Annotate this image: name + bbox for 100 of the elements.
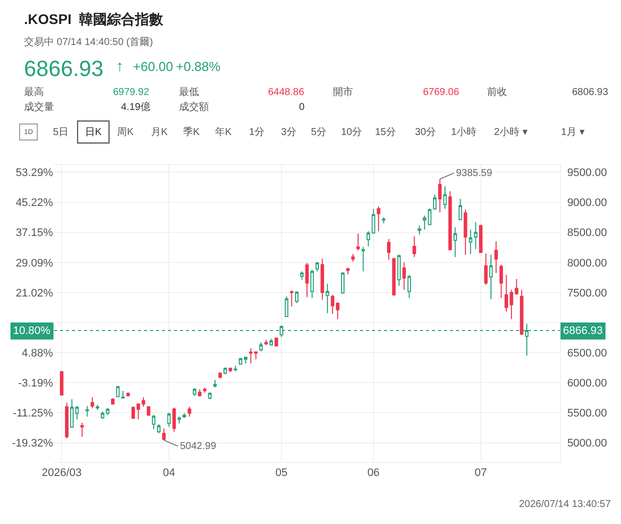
candlestick [172, 407, 176, 432]
x-tick-label: 04 [162, 467, 176, 480]
text: 6866.93 [24, 56, 104, 81]
candlestick [96, 404, 100, 410]
candlestick [305, 262, 309, 298]
candlestick [438, 178, 442, 213]
candlestick [320, 258, 324, 300]
candlestick [361, 246, 365, 272]
y-tick-label: 9500.00 [567, 167, 607, 180]
candlestick [356, 233, 360, 251]
candlestick [295, 290, 299, 304]
text: 2026/07/14 13:40:57 [519, 499, 612, 510]
candlestick [111, 398, 115, 405]
y-tick-label: 5000.00 [567, 438, 607, 450]
y-tick-label: 7500.00 [567, 287, 607, 300]
candlestick [264, 339, 268, 346]
candlestick [75, 405, 79, 420]
text: 成交量 [24, 101, 54, 113]
annotation: 5042.99 [180, 441, 217, 452]
candlestick [116, 385, 120, 398]
candlestick [121, 390, 125, 399]
y-tick-label: 8000.00 [567, 257, 607, 270]
x-tick-label: 2026/03 [42, 467, 82, 480]
candlestick [146, 406, 150, 417]
candlestick [489, 254, 493, 300]
candlestick [326, 283, 330, 314]
candlestick [453, 226, 457, 258]
candlestick [341, 272, 345, 294]
x-tick-label: 06 [367, 467, 380, 480]
text: ↑ [116, 58, 124, 75]
chart-title: .KOSPI 韓國綜合指數 [24, 11, 164, 27]
candlestick [310, 269, 314, 299]
candlestick [80, 422, 84, 438]
candlestick [346, 267, 350, 275]
text: 1分 [249, 126, 265, 138]
x-tick-label: 07 [474, 467, 487, 480]
candlestick [70, 398, 74, 428]
candlestick [418, 225, 422, 236]
candlestick [152, 414, 156, 430]
candlestick [443, 186, 447, 210]
text: 月K [151, 127, 168, 138]
text: 前收 [487, 86, 507, 98]
candlestick [208, 392, 212, 400]
candlestick [90, 396, 94, 409]
text: 2小時 ▾ [494, 126, 528, 138]
candlestick [284, 296, 288, 318]
candlestick [85, 405, 89, 418]
text: 3分 [281, 126, 297, 138]
candlestick [65, 402, 69, 439]
y2-tick-label: 29.09% [16, 257, 54, 270]
text: 年K [215, 126, 232, 138]
text: 30分 [415, 126, 436, 138]
candlestick [392, 258, 396, 296]
y2-tick-label: 4.88% [22, 347, 54, 360]
candlestick [382, 216, 386, 224]
candlestick [213, 379, 217, 388]
candlestick [234, 365, 238, 372]
text: 季K [183, 126, 200, 138]
text: 最高 [24, 86, 44, 98]
candlestick [192, 388, 196, 396]
text: 周K [117, 127, 134, 138]
text: 5日 [53, 127, 69, 138]
y2-tick-label: 21.02% [16, 287, 54, 300]
text: 6769.06 [423, 87, 460, 98]
candlestick [290, 290, 294, 307]
candlestick [412, 236, 416, 258]
candlestick [468, 229, 472, 254]
candlestick [223, 367, 227, 375]
text: 6979.92 [113, 87, 150, 98]
text: 0 [299, 102, 305, 113]
candlestick [269, 338, 273, 346]
y2-tick-label: -11.25% [12, 408, 54, 420]
text: 10.80% [13, 325, 51, 337]
x-tick-label: 05 [275, 467, 288, 480]
text: 4.19億 [121, 101, 150, 113]
y2-tick-label: -3.19% [18, 378, 54, 390]
candlestick [520, 289, 524, 336]
text: 5分 [311, 126, 327, 138]
candlestick [514, 278, 518, 296]
candlestick [167, 412, 171, 428]
y2-tick-label: 45.22% [16, 197, 54, 210]
text: +0.88% [176, 59, 221, 74]
candlestick [499, 264, 503, 299]
text: 6448.86 [268, 87, 305, 98]
y-tick-label: 8500.00 [567, 227, 607, 240]
text: 1月 ▾ [561, 127, 584, 138]
candlestick [203, 387, 207, 394]
y2-tick-label: 37.15% [16, 227, 54, 240]
text: 日K [85, 127, 102, 138]
candlestick [484, 253, 488, 286]
text: 1小時 [451, 126, 477, 138]
text: 最低 [179, 87, 199, 98]
candlestick [60, 370, 64, 396]
text: 6806.93 [572, 87, 609, 98]
y-tick-label: 5500.00 [567, 408, 607, 420]
text: 15分 [375, 126, 396, 138]
candlestick [198, 388, 202, 398]
candlestick [182, 412, 186, 418]
candlestick [464, 209, 468, 256]
annotation: 9385.59 [456, 168, 493, 179]
